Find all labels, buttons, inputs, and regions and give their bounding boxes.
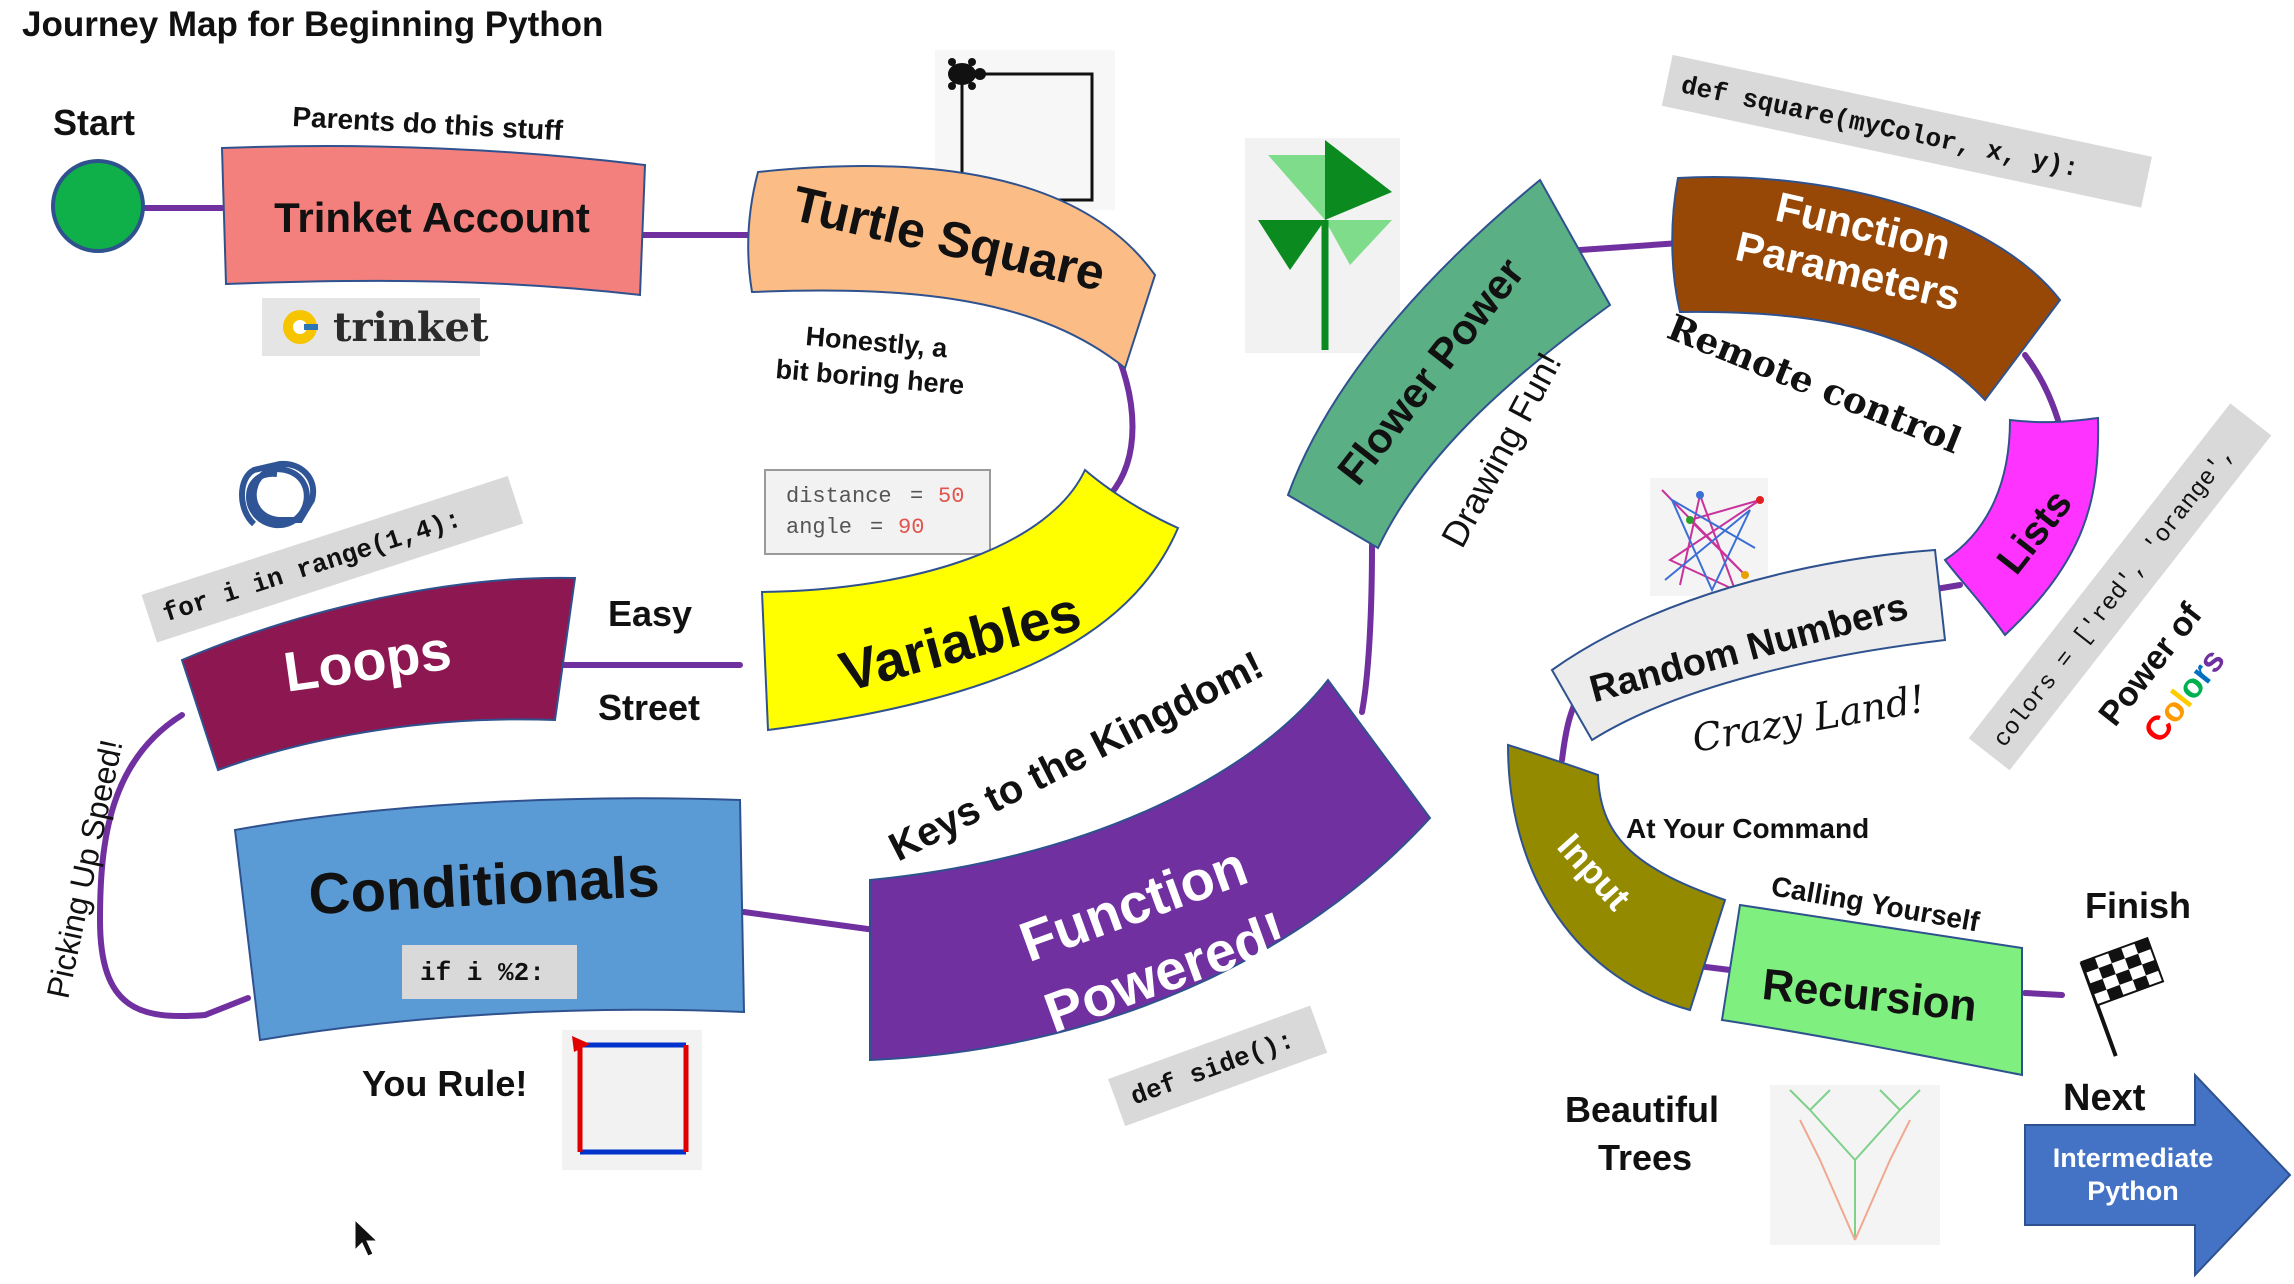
next-arrow-line1: Intermediate (2053, 1143, 2214, 1173)
code-angle-value: 90 (898, 515, 924, 540)
pinwheel-flower-thumbnail (1245, 138, 1400, 353)
stop-input[interactable] (1506, 743, 1727, 1012)
colors-caption: Colors (2136, 642, 2232, 750)
start-label: Start (53, 102, 135, 143)
stop-function-parameters[interactable] (1671, 176, 2062, 402)
code-def-square: def square(myColor, x, y): (1678, 71, 2081, 185)
trinket-logo-text: trinket (333, 304, 489, 351)
trees-caption: Trees (1598, 1137, 1692, 1178)
code-if-mod: if i %2: (420, 958, 545, 988)
turtle-cursor-icon (572, 1036, 590, 1052)
spiral-thumbnail (239, 460, 317, 529)
page-title: Journey Map for Beginning Python (22, 5, 603, 44)
red-square-thumbnail (562, 1030, 702, 1170)
code-angle: angle (786, 515, 852, 540)
at-your-command-caption: At Your Command (1626, 813, 1869, 844)
stop-trinket-account-label: Trinket Account (274, 194, 590, 241)
easy-caption: Easy (608, 593, 692, 634)
street-caption: Street (598, 687, 700, 728)
picking-up-speed-caption: Picking Up Speed! (40, 736, 130, 1001)
def-side-code: def side(): (1108, 1005, 1328, 1127)
journey-path (96, 205, 2065, 1020)
random-lines-thumbnail (1650, 478, 1768, 596)
stop-random-numbers[interactable] (1550, 548, 1947, 742)
spiral-icon (239, 460, 317, 529)
stop-function-powered[interactable] (869, 678, 1432, 1062)
you-rule-caption: You Rule! (362, 1063, 527, 1104)
stop-recursion[interactable] (1720, 903, 2023, 1077)
variables-code-box: distance = 50 angle = 90 (764, 469, 991, 555)
finish-label: Finish (2085, 885, 2191, 926)
checkered-flag-icon (2079, 936, 2165, 1057)
stop-variables[interactable] (760, 468, 1180, 732)
fractal-tree-thumbnail (1770, 1085, 1940, 1245)
crazy-land-caption: Crazy Land! (1689, 677, 1928, 761)
code-distance: distance (786, 484, 892, 509)
svg-text:=: = (910, 484, 923, 509)
stop-loops[interactable] (180, 576, 577, 772)
code-distance-value: 50 (938, 484, 964, 509)
beautiful-caption: Beautiful (1565, 1089, 1719, 1130)
svg-text:=: = (870, 515, 883, 540)
stop-conditionals[interactable] (233, 797, 746, 1042)
stop-flower-power[interactable] (1286, 178, 1612, 550)
stop-lists[interactable] (1943, 416, 2100, 637)
next-arrow-line2: Python (2087, 1176, 2179, 1206)
if-mod-code-box (402, 945, 577, 999)
trinket-logo: trinket (262, 298, 489, 356)
honestly-caption-1: Honestly, a (804, 321, 949, 363)
parents-caption: Parents do this stuff (292, 101, 565, 146)
next-label: Next (2063, 1077, 2146, 1119)
stop-turtle-square[interactable] (747, 165, 1157, 370)
next-arrow-button[interactable] (2024, 1072, 2292, 1278)
stop-trinket-account[interactable] (220, 145, 647, 297)
turtle-icon (948, 58, 986, 90)
start-marker[interactable] (51, 159, 145, 253)
mouse-cursor-icon (354, 1218, 379, 1257)
